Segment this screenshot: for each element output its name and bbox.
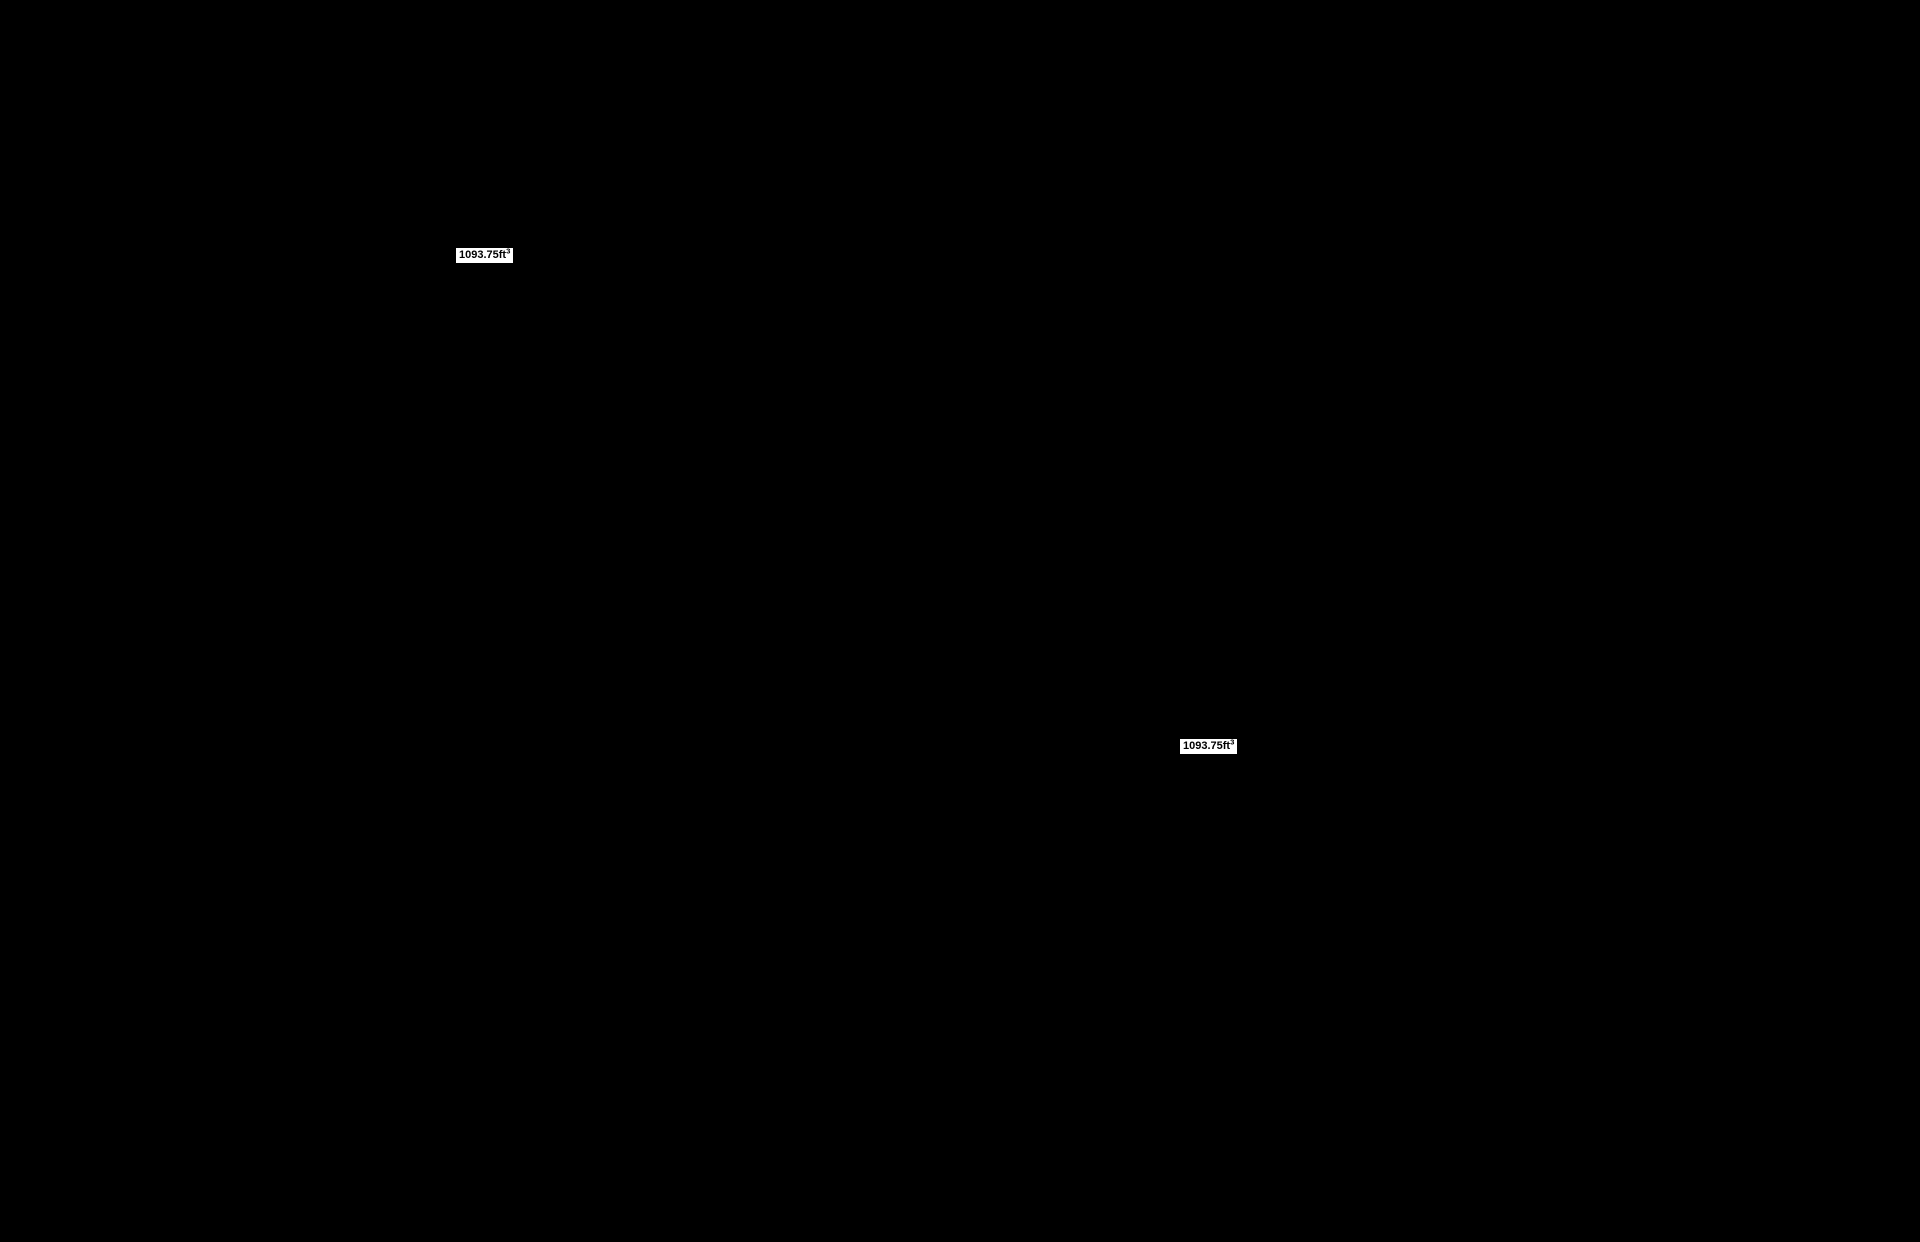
volume-label-1-value: 1093.75 [459,249,499,261]
volume-label-1: 1093.75ft3 [455,247,514,264]
volume-label-1-unit: ft [499,249,506,261]
volume-label-2-unit: ft [1223,740,1230,752]
volume-label-2: 1093.75ft3 [1179,738,1238,755]
volume-label-2-exponent: 3 [1230,737,1234,746]
volume-label-1-exponent: 3 [506,246,510,255]
volume-label-2-value: 1093.75 [1183,740,1223,752]
